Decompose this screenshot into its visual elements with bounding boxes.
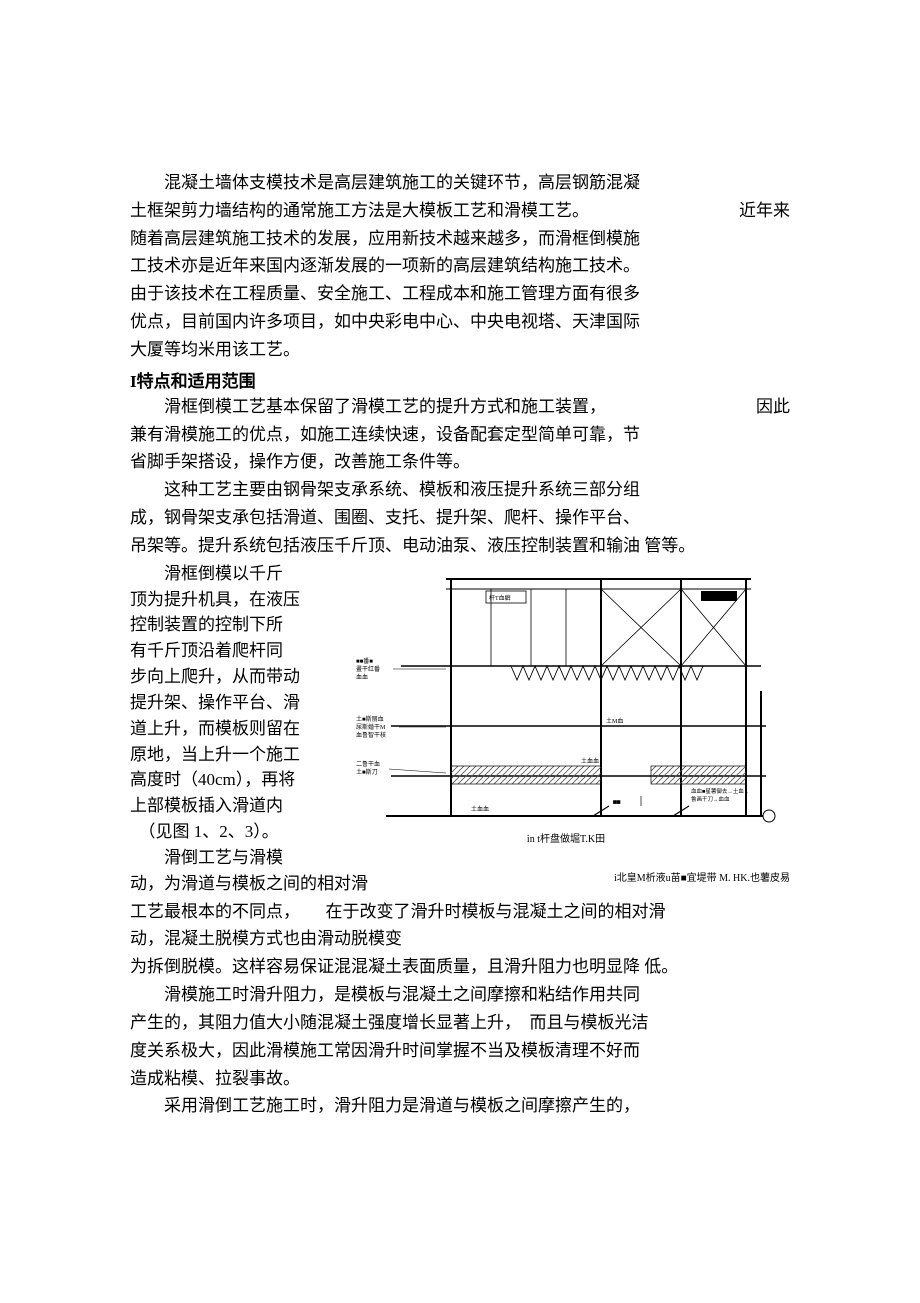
svg-text:土■斯丽血: 土■斯丽血 — [356, 715, 384, 723]
para-3-line-b: 成，钢骨架支承包括滑道、围圈、支托、提升架、爬杆、操作平台、 — [130, 505, 790, 531]
wrap-left-line: 提升架、操作平台、滑 — [130, 690, 330, 716]
wrap-left-line: 步向上爬升，从而带动 — [130, 664, 330, 690]
svg-text:■■番■: ■■番■ — [356, 658, 373, 665]
para-5-line-c: 为拆倒脱模。这样容易保证混混凝土表面质量，且滑升阻力也明显降 低。 — [130, 954, 790, 980]
svg-text:土血血: 土血血 — [471, 805, 489, 813]
para-1-line-c: 随着高层建筑施工技术的发展，应用新技术越来越多，而滑框倒模施 — [130, 226, 790, 252]
wrap-left-line: （见图 1、2、3）。 — [130, 819, 330, 845]
wrap-left-line: 滑框倒模以千斤 — [130, 561, 330, 587]
text-figure-wrap: 滑框倒模以千斤顶为提升机具，在液压控制装置的控制下所有千斤顶沿着爬杆同步向上爬升… — [130, 561, 790, 871]
svg-text:血鲁智干核: 血鲁智干核 — [356, 731, 386, 739]
svg-text:鲁画干刀→血血: 鲁画干刀→血血 — [691, 795, 730, 803]
para-2-line-a-tail: 因此 — [722, 394, 790, 420]
para-1-line-f: 优点，目前国内许多项目，如中央彩电中心、中央电视塔、天津国际 — [130, 309, 790, 335]
svg-text:杆T血癖: 杆T血癖 — [489, 594, 511, 602]
para-6-line-b: 产生的，其阻力值大小随混凝土强度增长显著上升， 而且与模板光洁 — [130, 1010, 790, 1036]
svg-text:土■斯刀: 土■斯刀 — [356, 768, 378, 776]
figure-caption-line1: in t杆盘做堀T.K田 — [527, 833, 605, 847]
svg-text:血血: 血血 — [356, 673, 368, 681]
section-heading-1: I特点和适用范围 — [130, 367, 790, 392]
para-1-line-b-tail: 近年来 — [739, 198, 790, 224]
wrap-left-line: 道上升，而模板则留在 — [130, 716, 330, 742]
para-wrap-tail: 动，为滑道与模板之间的相对滑 i北皇M析液u苗■宜堤带 M. HK.也薯皮易 — [130, 871, 790, 897]
para-6-line-a: 滑模施工时滑升阻力，是模板与混凝土之间摩擦和粘结作用共同 — [130, 982, 790, 1008]
diagram-svg: 杆T血癖 — [342, 561, 790, 831]
svg-text:二鲁干血: 二鲁干血 — [356, 760, 380, 768]
svg-text:尿斯婚干M: 尿斯婚干M — [356, 723, 386, 731]
para-7-line-a: 采用滑倒工艺施工时，滑升阻力是滑道与模板之间摩擦产生的， — [130, 1093, 790, 1119]
para-2-line-b: 兼有滑模施工的优点，如施工连续快速，设备配套定型简单可靠，节 — [130, 422, 790, 448]
svg-text:血血■星薯御去→土血←: 血血■星薯御去→土血← — [691, 787, 749, 795]
wrap-left-line: 原地，当上升一个施工 — [130, 742, 330, 768]
para-5-line-b: 动，混凝土脱模方式也由滑动脱模变 — [130, 926, 790, 952]
wrap-left-line: 控制装置的控制下所 — [130, 612, 330, 638]
svg-text:畫干红番: 畫干红番 — [356, 665, 380, 673]
para-2-line-c: 省脚手架搭设，操作方便，改善施工条件等。 — [130, 449, 790, 475]
svg-text:■■: ■■ — [613, 800, 621, 806]
wrap-left-text: 滑框倒模以千斤顶为提升机具，在液压控制装置的控制下所有千斤顶沿着爬杆同步向上爬升… — [130, 561, 330, 871]
wrap-left-line: 上部模板插入滑道内 — [130, 793, 330, 819]
para-2-line-a-main: 滑框倒模工艺基本保留了滑模工艺的提升方式和施工装置， — [164, 397, 606, 416]
para-1-line-g: 大厦等均米用该工艺。 — [130, 337, 790, 363]
svg-text:土M血: 土M血 — [606, 717, 623, 725]
para-1-line-e: 由于该技术在工程质量、安全施工、工程成本和施工管理方面有很多 — [130, 281, 790, 307]
wrap-left-line: 顶为提升机具，在液压 — [130, 587, 330, 613]
para-1-line-d: 工技术亦是近年来国内逐渐发展的一项新的高层建筑结构施工技术。 — [130, 253, 790, 279]
engineering-diagram: 杆T血癖 — [342, 561, 790, 831]
para-wrap-tail-text: 动，为滑道与模板之间的相对滑 — [130, 874, 368, 893]
para-6-line-d: 造成粘模、拉裂事故。 — [130, 1066, 790, 1092]
para-6-line-c: 度关系极大，因此滑模施工常因滑升时间掌握不当及模板清理不好而 — [130, 1038, 790, 1064]
para-1-line-a: 混凝土墙体支模技术是高层建筑施工的关键环节，高层钢筋混凝 — [130, 170, 790, 196]
para-1-line-b-main: 土框架剪力墙结构的通常施工方法是大模板工艺和滑模工艺。 — [130, 201, 589, 220]
para-3-line-c: 吊架等。提升系统包括液压千斤顶、电动油泵、液压控制装置和输油 管等。 — [130, 533, 790, 559]
figure-caption-line2: i北皇M析液u苗■宜堤带 M. HK.也薯皮易 — [614, 871, 790, 886]
para-1-line-b: 土框架剪力墙结构的通常施工方法是大模板工艺和滑模工艺。 近年来 — [130, 198, 790, 224]
svg-text:土血血: 土血血 — [581, 757, 599, 765]
wrap-right-figure: 杆T血癖 — [342, 561, 790, 871]
para-2-line-a: 滑框倒模工艺基本保留了滑模工艺的提升方式和施工装置， 因此 — [130, 394, 790, 420]
para-5-line-a: 工艺最根本的不同点， 在于改变了滑升时模板与混凝土之间的相对滑 — [130, 899, 790, 925]
wrap-left-line: 高度时（40cm），再将 — [130, 767, 330, 793]
wrap-left-line: 有千斤顶沿着爬杆同 — [130, 638, 330, 664]
para-3-line-a: 这种工艺主要由钢骨架支承系统、模板和液压提升系统三部分组 — [130, 477, 790, 503]
wrap-left-line: 滑倒工艺与滑模 — [130, 845, 330, 871]
